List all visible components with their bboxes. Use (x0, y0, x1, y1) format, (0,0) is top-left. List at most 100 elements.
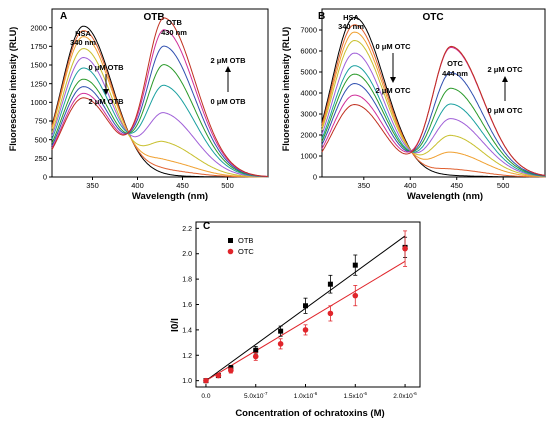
panel-b-ytick-label: 7000 (300, 26, 317, 35)
panel-c-point-otc (203, 377, 209, 384)
up-arrow-icon (502, 76, 508, 82)
panel-c-ytick-label: 2.0 (182, 251, 192, 258)
panel-b-curve (321, 45, 546, 176)
panel-c: C I0/I Concentration of ochratoxins (M) … (170, 221, 421, 419)
panel-b-ytick-label: 3000 (300, 110, 317, 119)
panel-a-hsa-label: HSA (75, 29, 91, 38)
panel-a-ytick-label: 1000 (30, 98, 47, 107)
panel-c-point-otb (303, 303, 309, 309)
panel-c-xtick-label: 5.0x10-7 (244, 391, 268, 400)
panel-c-point-otc (252, 353, 259, 360)
panel-c-legend: OTB OTC (227, 236, 254, 256)
panel-c-point-otc (228, 367, 234, 374)
panel-a-curves (51, 17, 269, 178)
panel-c-point-otc (327, 310, 334, 317)
panel-c-point-otb (327, 281, 333, 287)
panel-b: B OTC Fluorescence intensity (RLU) Wavel… (281, 8, 546, 202)
panel-a-ylabel: Fluorescence intensity (RLU) (8, 27, 18, 152)
panel-a-title: OTB (143, 12, 164, 23)
panel-c-point-otc (215, 372, 222, 379)
panel-a-ytick-label: 500 (34, 135, 47, 144)
panel-a-xtick-label: 500 (221, 181, 234, 190)
panel-a-curve (51, 48, 268, 178)
panel-a-ytick-label: 1750 (30, 42, 47, 51)
panel-a-letter: A (60, 11, 67, 22)
panel-c-point-otb (352, 262, 358, 268)
panel-c-xtick-exponent: -6 (313, 391, 317, 396)
panel-c-point-otc (302, 327, 309, 333)
panel-a-ytick-label: 1250 (30, 79, 47, 88)
panel-c-xtick-label: 0.0 (201, 393, 210, 400)
panel-a-curve (51, 56, 268, 178)
panel-b-xtick-label: 500 (497, 181, 510, 190)
panel-b-ytick-label: 4000 (300, 89, 317, 98)
panel-c-point-otc (277, 341, 284, 347)
panel-a-ytick-label: 250 (34, 154, 47, 163)
panel-b-hsa-nm: 340 nm (338, 22, 364, 31)
panel-c-point-otb (278, 328, 284, 334)
panel-a-curve (51, 67, 268, 178)
panel-b-curve (321, 16, 545, 178)
panel-a-curve (51, 29, 268, 177)
panel-a-curve (51, 17, 269, 177)
panel-c-ytick-label: 1.6 (182, 302, 192, 309)
panel-a-up-top: 2 μM OTB (210, 56, 246, 65)
panel-b-up-top: 2 μM OTC (487, 65, 523, 74)
panel-c-xtick-label: 1.5x10-6 (344, 391, 368, 400)
panel-a-frame (51, 8, 269, 178)
panel-a-axes: 350 400 450 500 0 250 500 750 1000 1250 1500 1750 20… (30, 8, 269, 190)
panel-a-xlabel: Wavelength (nm) (132, 191, 208, 202)
panel-c-ylabel: I0/I (170, 318, 181, 332)
panel-b-ylabel: Fluorescence intensity (RLU) (281, 27, 291, 152)
panel-b-xtick-label: 450 (450, 181, 463, 190)
legend-otb-label: OTB (238, 236, 253, 245)
panel-c-xtick-label: 2.0x10-6 (393, 391, 417, 400)
panel-b-curve (321, 31, 545, 178)
panel-a-down-top: 0 μM OTB (88, 63, 124, 72)
legend-square-icon (228, 238, 233, 243)
panel-b-ytick-label: 2000 (300, 131, 317, 140)
panel-c-xlabel: Concentration of ochratoxins (M) (235, 408, 384, 419)
legend-otc-label: OTC (238, 247, 254, 256)
panel-b-ytick-label: 5000 (300, 68, 317, 77)
panel-c-xtick-exponent: -7 (263, 391, 267, 396)
panel-c-ytick-label: 2.2 (182, 226, 192, 233)
panel-c-axes: 0.0 5.0x10-7 1.0x10-6 1.5x10-6 2.0x10-6 1.0 1.… (182, 221, 421, 400)
panel-c-xtick-label: 1.0x10-6 (294, 391, 318, 400)
legend-circle-icon (227, 248, 234, 255)
panel-c-xtick-exponent: -6 (363, 391, 367, 396)
panel-b-curve (321, 39, 545, 177)
panel-c-ytick-label: 1.2 (182, 353, 192, 360)
panel-c-point-otc (352, 292, 359, 299)
panel-b-ytick-label: 0 (313, 173, 317, 182)
panel-a-xtick-label: 450 (176, 181, 189, 190)
panel-c-letter: C (203, 221, 210, 232)
panel-b-otc-label: OTC (447, 59, 463, 68)
panel-b-otc-nm: 444 nm (442, 69, 468, 78)
panel-a-curve (51, 30, 268, 178)
down-arrow-icon (390, 77, 396, 83)
panel-a-up-bottom: 0 μM OTB (210, 97, 246, 106)
panel-b-ytick-label: 1000 (300, 152, 317, 161)
panel-a-curve (51, 64, 268, 178)
up-arrow-icon (225, 66, 231, 72)
panel-b-curve (321, 73, 546, 177)
panel-c-xtick-exponent: -6 (413, 391, 417, 396)
panel-a-ytick-label: 750 (34, 117, 47, 126)
panel-b-curves (321, 16, 546, 178)
panel-a: A OTB Fluorescence intensity (RLU) Wavel… (8, 8, 269, 202)
panel-b-axes: 350 400 450 5000100020003000400050006000700… (300, 8, 546, 190)
panel-c-ytick-label: 1.0 (182, 378, 192, 385)
down-arrow-icon (103, 89, 109, 95)
panel-a-ytick-label: 1500 (30, 61, 47, 70)
panel-a-hsa-nm: 340 nm (70, 38, 96, 47)
panel-b-xtick-label: 350 (358, 181, 371, 190)
panel-b-ytick-label: 6000 (300, 47, 317, 56)
panel-c-point-otb (253, 347, 259, 353)
panel-b-curve (321, 65, 546, 177)
panel-a-curve (51, 36, 269, 178)
panel-a-ytick-label: 2000 (30, 23, 47, 32)
panel-a-curve (51, 45, 269, 178)
panel-a-xtick-label: 350 (86, 181, 99, 190)
panel-a-otb-label: OTB (166, 18, 182, 27)
